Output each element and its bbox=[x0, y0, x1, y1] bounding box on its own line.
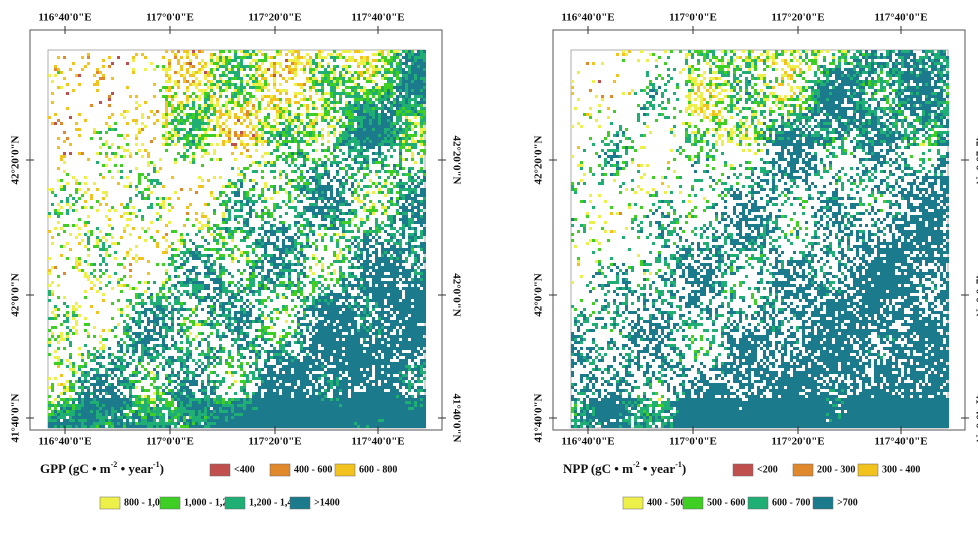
legend-unit: • year bbox=[117, 461, 153, 476]
legend-unit: ) bbox=[682, 461, 686, 476]
raster-cells bbox=[48, 50, 426, 428]
legend-label: >700 bbox=[837, 497, 858, 508]
legend-unit: (gC • m bbox=[69, 461, 111, 476]
legend-unit: -1 bbox=[153, 460, 160, 469]
legend-label: 600 - 800 bbox=[359, 464, 397, 475]
legend-label: 1,000 - 1,200 bbox=[184, 497, 237, 508]
lon-label: 116°40'0"E bbox=[561, 12, 614, 24]
lon-label: 117°20'0"E bbox=[248, 12, 301, 24]
legend-unit: -2 bbox=[633, 460, 640, 469]
lon-label: 117°0'0"E bbox=[669, 436, 717, 448]
lon-label: 117°20'0"E bbox=[771, 436, 824, 448]
lat-label: 41°40'0"N bbox=[533, 393, 545, 442]
legend-label: >1400 bbox=[314, 497, 340, 508]
legend-unit: -1 bbox=[675, 460, 682, 469]
legend-swatch bbox=[732, 463, 754, 477]
legend-label: 800 - 1,000 bbox=[124, 497, 170, 508]
legend-swatch bbox=[812, 496, 834, 510]
lat-label: 41°40'0"N bbox=[10, 393, 22, 442]
lon-label: 117°0'0"E bbox=[146, 436, 194, 448]
legend-unit: (gC • m bbox=[591, 461, 633, 476]
legend-unit: -2 bbox=[111, 460, 118, 469]
legend-swatch bbox=[269, 463, 291, 477]
lon-label: 117°40'0"E bbox=[351, 12, 404, 24]
legend-title: NPP (gC • m-2 • year-1) bbox=[563, 460, 686, 476]
lon-label: 117°40'0"E bbox=[874, 436, 927, 448]
lon-label: 116°40'0"E bbox=[38, 436, 91, 448]
legend-label: 500 - 600 bbox=[707, 497, 745, 508]
lon-label: 117°20'0"E bbox=[771, 12, 824, 24]
lat-label: 41°40'0"N bbox=[450, 393, 462, 442]
legend-label: 300 - 400 bbox=[882, 464, 920, 475]
lat-label: 42°20'0"N bbox=[10, 135, 22, 184]
raster-cells bbox=[571, 50, 949, 428]
lon-label: 117°0'0"E bbox=[146, 12, 194, 24]
legend-title: GPP (gC • m-2 • year-1) bbox=[40, 460, 164, 476]
legend-label: 200 - 300 bbox=[817, 464, 855, 475]
lat-label: 42°0'0"N bbox=[10, 273, 22, 317]
legend-swatch bbox=[209, 463, 231, 477]
legend-label: 1,200 - 1,400 bbox=[249, 497, 302, 508]
raster-cells bbox=[54, 50, 288, 155]
lat-label: 42°20'0"N bbox=[533, 135, 545, 184]
raster-cells bbox=[598, 80, 601, 83]
lat-label: 41°40'0"N bbox=[973, 393, 978, 442]
map-frame bbox=[552, 29, 966, 431]
lat-label: 42°0'0"N bbox=[450, 273, 462, 317]
legend-swatch bbox=[622, 496, 644, 510]
legend-swatch bbox=[334, 463, 356, 477]
raster-cells bbox=[48, 50, 426, 428]
lon-label: 116°40'0"E bbox=[38, 12, 91, 24]
map-panel: 116°40'0"E 117°0'0"E 117°20'0"E 117°40'0"E 1… bbox=[10, 12, 462, 510]
lat-label: 42°20'0"N bbox=[450, 135, 462, 184]
legend-label: 600 - 700 bbox=[772, 497, 810, 508]
legend-label: 400 - 500 bbox=[647, 497, 685, 508]
raster-cells bbox=[48, 50, 426, 428]
legend-swatch bbox=[224, 496, 246, 510]
legend-name: GPP bbox=[40, 461, 66, 476]
raster-cells bbox=[571, 50, 925, 401]
lat-label: 42°20'0"N bbox=[973, 135, 978, 184]
legend-swatch bbox=[792, 463, 814, 477]
lat-label: 42°0'0"N bbox=[973, 273, 978, 317]
legend-swatch bbox=[747, 496, 769, 510]
legend-swatch bbox=[99, 496, 121, 510]
legend-swatch bbox=[289, 496, 311, 510]
legend-swatch bbox=[857, 463, 879, 477]
lon-label: 116°40'0"E bbox=[561, 436, 614, 448]
legend-unit: • year bbox=[640, 461, 676, 476]
map-frame bbox=[29, 29, 443, 431]
legend-swatch bbox=[682, 496, 704, 510]
map-panel: 116°40'0"E 117°0'0"E 117°20'0"E 117°40'0"E 1… bbox=[533, 12, 978, 510]
lon-label: 117°20'0"E bbox=[248, 436, 301, 448]
legend-swatch bbox=[159, 496, 181, 510]
legend-unit: ) bbox=[160, 461, 164, 476]
legend-label: <200 bbox=[757, 464, 778, 475]
lon-label: 117°40'0"E bbox=[351, 436, 404, 448]
legend-label: <400 bbox=[234, 464, 255, 475]
lon-label: 117°0'0"E bbox=[669, 12, 717, 24]
lon-label: 117°40'0"E bbox=[874, 12, 927, 24]
legend-name: NPP bbox=[563, 461, 588, 476]
legend-label: 400 - 600 bbox=[294, 464, 332, 475]
raster-cells bbox=[48, 50, 426, 407]
lat-label: 42°0'0"N bbox=[533, 273, 545, 317]
